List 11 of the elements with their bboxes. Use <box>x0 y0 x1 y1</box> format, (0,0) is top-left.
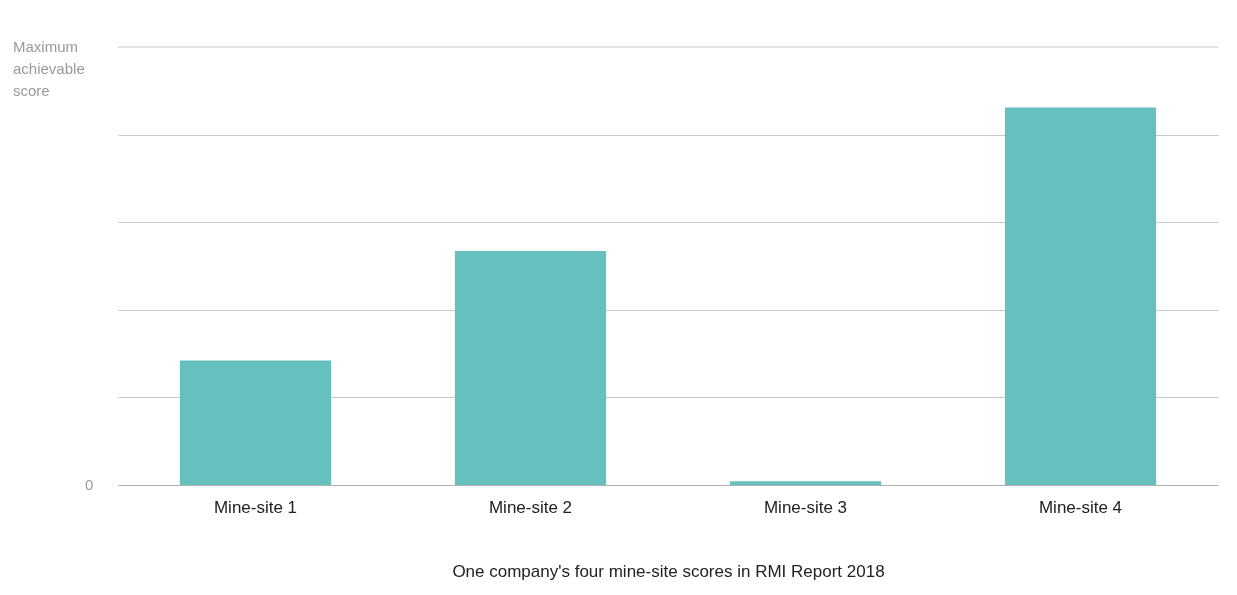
text: 0 <box>85 476 94 493</box>
x-tick-label: Mine-site 4 <box>1038 497 1123 517</box>
x-tick-label: Mine-site 1 <box>213 497 298 517</box>
x-tick-label: Mine-site 2 <box>488 497 573 517</box>
x-tick-label: Mine-site 3 <box>763 497 848 517</box>
x-axis-title: One company's four mine-site scores in RMI Report 2018 <box>452 561 885 581</box>
ref-line-label: Maximum achievable score <box>13 38 85 99</box>
bar <box>179 360 332 485</box>
bar <box>454 250 607 485</box>
bar <box>1004 107 1157 485</box>
bar <box>729 481 882 485</box>
